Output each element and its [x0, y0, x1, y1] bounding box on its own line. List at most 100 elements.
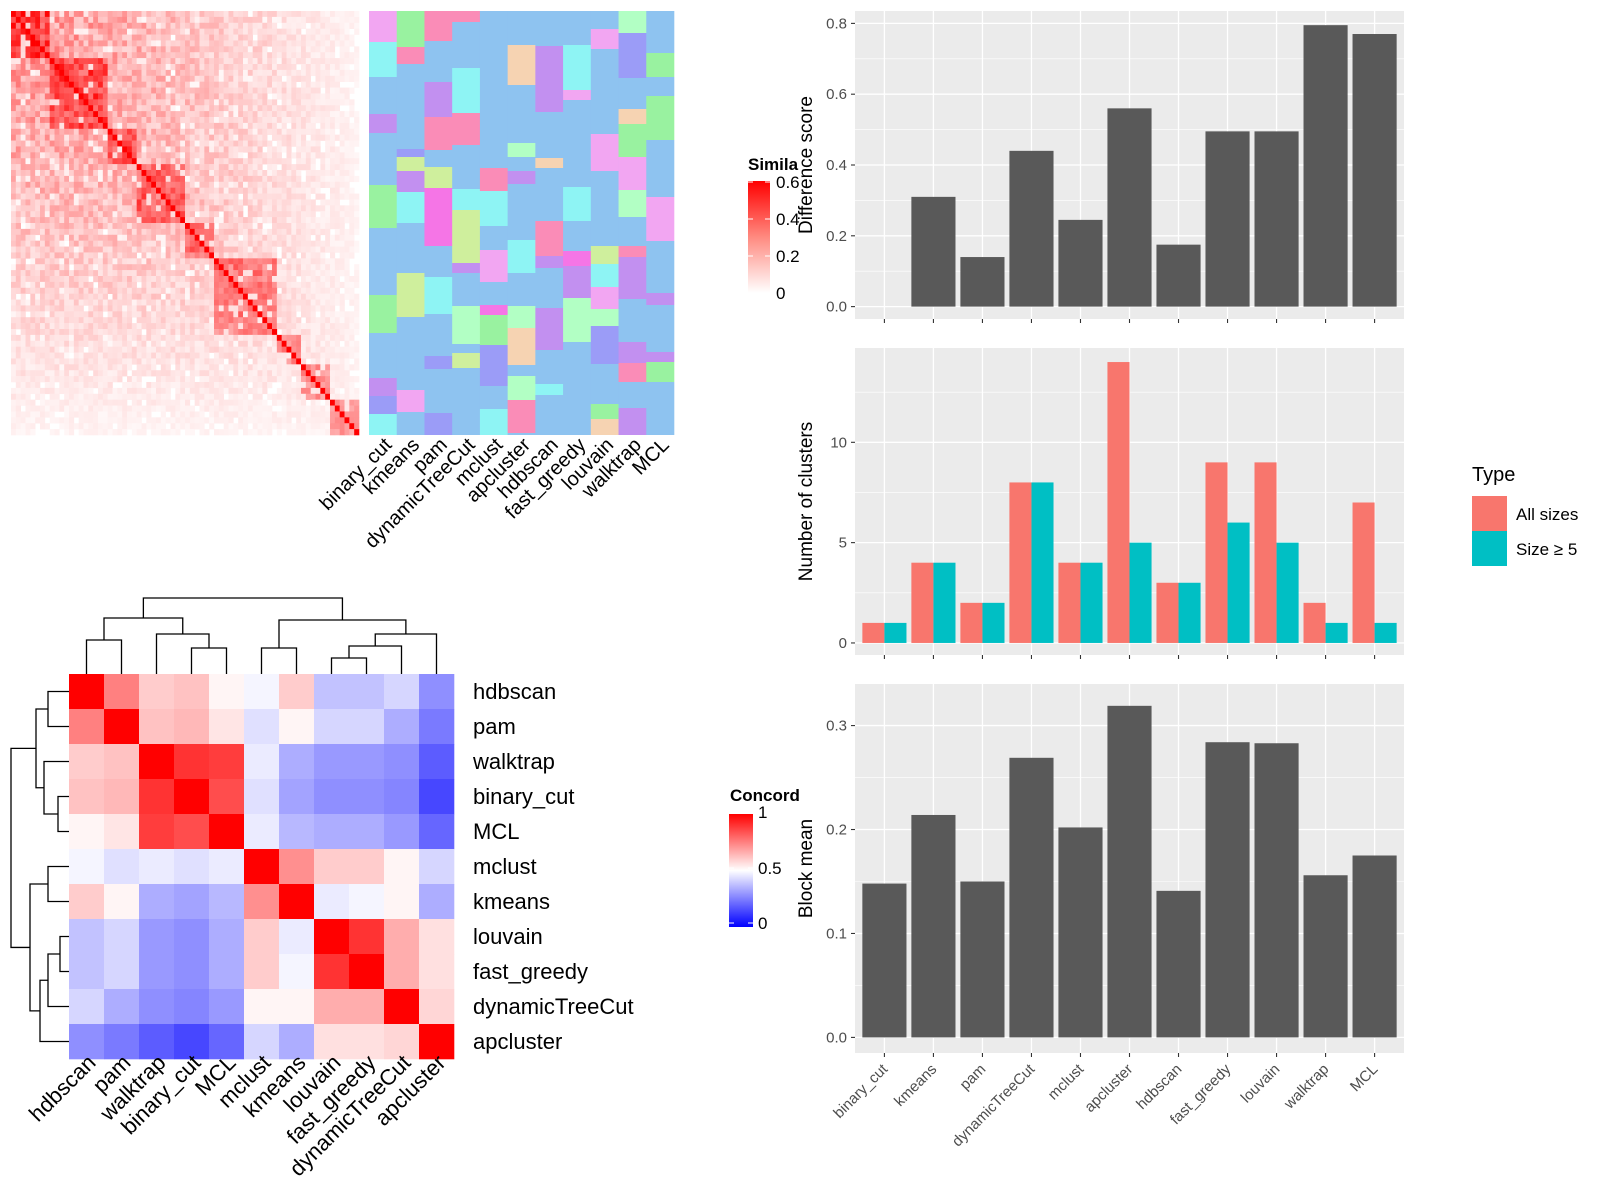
similarity-cell	[88, 46, 94, 53]
similarity-cell	[73, 228, 79, 236]
similarity-cell	[156, 234, 162, 241]
similarity-cell	[325, 22, 331, 29]
similarity-cell	[272, 217, 278, 224]
similarity-cell	[301, 299, 307, 306]
similarity-cell	[233, 175, 239, 183]
similarity-cell	[276, 170, 282, 177]
similarity-cell	[334, 117, 340, 124]
similarity-cell	[344, 423, 350, 430]
similarity-cell	[93, 423, 99, 430]
similarity-cell	[233, 370, 239, 377]
similarity-cell	[146, 211, 152, 218]
similarity-cell	[25, 340, 31, 347]
similarity-cell	[301, 364, 307, 371]
similarity-cell	[165, 99, 171, 106]
similarity-cell	[141, 117, 147, 124]
similarity-cell	[146, 358, 152, 365]
similarity-cell	[301, 305, 307, 312]
similarity-cell	[189, 423, 195, 430]
similarity-cell	[296, 305, 302, 312]
similarity-cell	[301, 11, 307, 18]
similarity-cell	[64, 175, 70, 183]
similarity-cell	[291, 323, 297, 330]
similarity-cell	[151, 87, 157, 94]
similarity-cell	[59, 81, 65, 88]
similarity-cell	[199, 334, 205, 342]
similarity-cell	[209, 382, 215, 389]
similarity-cell	[339, 423, 345, 430]
similarity-cell	[64, 152, 70, 159]
cluster-segment	[396, 64, 425, 108]
similarity-cell	[305, 305, 311, 312]
similarity-cell	[64, 423, 70, 430]
similarity-cell	[276, 299, 282, 306]
similarity-cell	[180, 264, 186, 271]
similarity-cell	[165, 164, 171, 171]
similarity-cell	[180, 234, 186, 241]
similarity-cell	[165, 152, 171, 159]
similarity-cell	[160, 423, 166, 430]
similarity-cell	[238, 64, 244, 71]
similarity-cell	[15, 246, 21, 253]
similarity-cell	[35, 146, 41, 153]
similarity-cell	[15, 270, 21, 277]
similarity-cell	[175, 205, 181, 212]
similarity-cell	[228, 329, 234, 336]
similarity-cell	[339, 234, 345, 241]
similarity-cell	[141, 40, 147, 47]
similarity-cell	[93, 22, 99, 29]
similarity-cell	[127, 193, 133, 200]
similarity-cell	[160, 211, 166, 218]
similarity-cell	[301, 346, 307, 353]
similarity-cell	[185, 234, 191, 241]
similarity-cell	[131, 252, 137, 259]
similarity-cell	[73, 276, 79, 283]
similarity-cell	[276, 93, 282, 100]
similarity-cell	[281, 140, 287, 147]
similarity-cell	[146, 270, 152, 277]
similarity-cell	[88, 234, 94, 241]
similarity-cell	[146, 340, 152, 347]
similarity-cell	[98, 87, 104, 94]
similarity-cell	[252, 429, 258, 436]
similarity-cell	[305, 205, 311, 212]
similarity-cell	[296, 346, 302, 353]
similarity-cell	[25, 370, 31, 377]
similarity-cell	[301, 423, 307, 430]
similarity-cell	[69, 252, 75, 259]
similarity-cell	[330, 352, 336, 359]
similarity-cell	[276, 64, 282, 71]
similarity-cell	[25, 281, 31, 289]
similarity-cell	[325, 305, 331, 312]
similarity-cell	[170, 370, 176, 377]
similarity-cell	[228, 305, 234, 312]
similarity-cell	[44, 340, 50, 347]
similarity-cell	[102, 293, 108, 300]
similarity-cell	[107, 158, 113, 165]
similarity-cell	[334, 276, 340, 283]
similarity-cell	[73, 175, 79, 183]
similarity-cell	[88, 134, 94, 141]
similarity-cell	[238, 11, 244, 18]
similarity-cell	[156, 417, 162, 424]
similarity-cell	[330, 146, 336, 153]
similarity-cell	[30, 358, 36, 365]
similarity-cell	[49, 228, 55, 236]
similarity-cell	[305, 240, 311, 247]
similarity-cell	[185, 205, 191, 212]
similarity-cell	[276, 387, 282, 395]
similarity-cell	[180, 164, 186, 171]
similarity-cell	[209, 305, 215, 312]
similarity-cell	[102, 99, 108, 106]
similarity-cell	[276, 122, 282, 130]
similarity-cell	[310, 205, 316, 212]
similarity-cell	[189, 75, 195, 82]
similarity-cell	[83, 340, 89, 347]
similarity-cell	[185, 134, 191, 141]
similarity-cell	[315, 128, 321, 135]
similarity-cell	[170, 299, 176, 306]
similarity-cell	[252, 376, 258, 383]
similarity-cell	[131, 193, 137, 200]
similarity-cell	[247, 87, 253, 94]
similarity-cell	[170, 40, 176, 47]
